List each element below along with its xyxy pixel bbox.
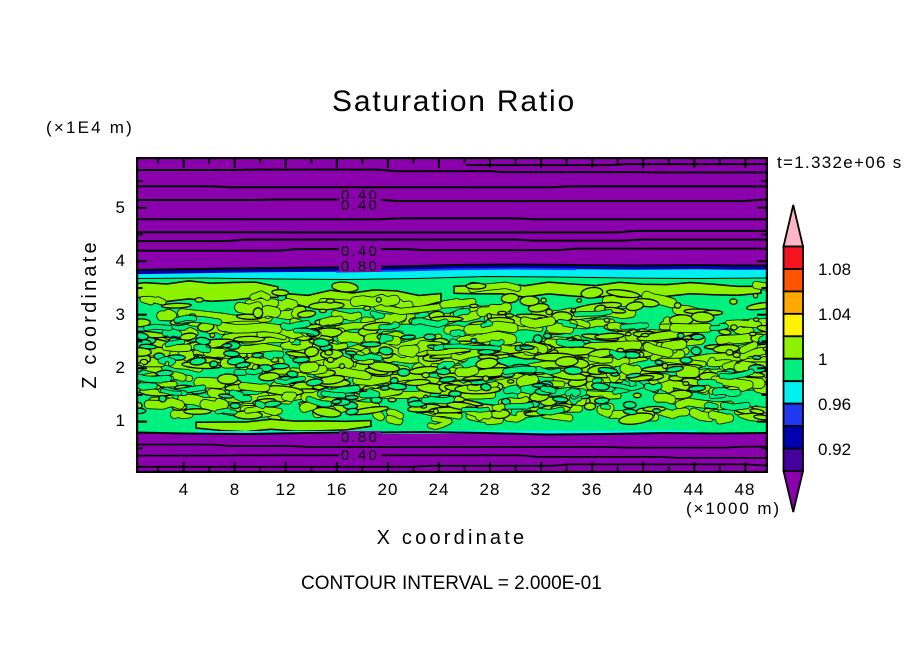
- svg-text:0.80: 0.80: [341, 429, 379, 446]
- svg-text:0.40: 0.40: [341, 197, 379, 214]
- svg-text:0.40: 0.40: [341, 243, 379, 260]
- svg-text:0.80: 0.80: [341, 258, 379, 275]
- svg-text:0.40: 0.40: [341, 447, 379, 464]
